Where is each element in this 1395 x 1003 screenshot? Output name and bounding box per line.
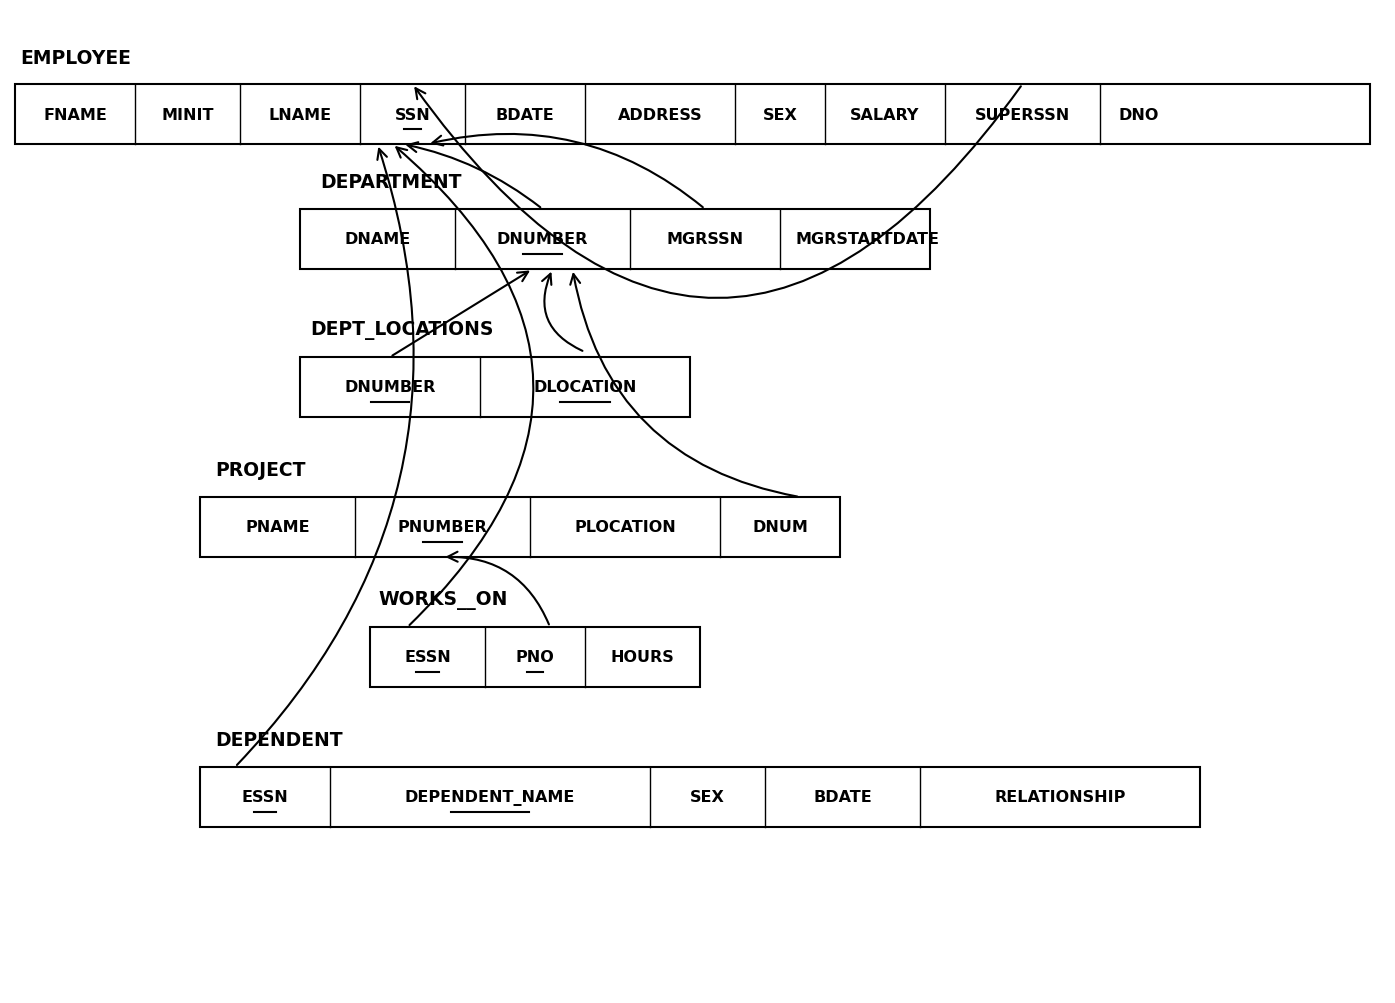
Text: LNAME: LNAME xyxy=(268,107,332,122)
Text: FNAME: FNAME xyxy=(43,107,107,122)
Text: ADDRESS: ADDRESS xyxy=(618,107,702,122)
Bar xyxy=(300,210,930,270)
Bar xyxy=(199,497,840,558)
Text: DNUMBER: DNUMBER xyxy=(497,233,589,248)
Text: PNUMBER: PNUMBER xyxy=(398,520,487,535)
Text: EMPLOYEE: EMPLOYEE xyxy=(20,49,131,68)
Text: DNUMBER: DNUMBER xyxy=(345,380,435,395)
Bar xyxy=(300,358,691,417)
Text: MGRSSN: MGRSSN xyxy=(667,233,744,248)
Text: ESSN: ESSN xyxy=(405,650,451,665)
Text: DEPENDENT: DEPENDENT xyxy=(215,730,343,749)
Text: WORKS__ON: WORKS__ON xyxy=(378,591,508,610)
Text: SALARY: SALARY xyxy=(851,107,919,122)
Text: DNAME: DNAME xyxy=(345,233,410,248)
Text: PLOCATION: PLOCATION xyxy=(575,520,675,535)
Text: HOURS: HOURS xyxy=(611,650,674,665)
Bar xyxy=(15,85,1370,144)
Text: MINIT: MINIT xyxy=(162,107,213,122)
Text: PROJECT: PROJECT xyxy=(215,460,306,479)
Text: SUPERSSN: SUPERSSN xyxy=(975,107,1070,122)
Text: SEX: SEX xyxy=(691,789,725,804)
Text: PNO: PNO xyxy=(516,650,554,665)
Text: DNUM: DNUM xyxy=(752,520,808,535)
Text: DNO: DNO xyxy=(1119,107,1159,122)
Text: RELATIONSHIP: RELATIONSHIP xyxy=(995,789,1126,804)
Text: DLOCATION: DLOCATION xyxy=(533,380,636,395)
Text: SSN: SSN xyxy=(395,107,431,122)
Text: PNAME: PNAME xyxy=(246,520,310,535)
Text: DEPENDENT_NAME: DEPENDENT_NAME xyxy=(405,789,575,805)
Text: BDATE: BDATE xyxy=(813,789,872,804)
Text: SEX: SEX xyxy=(763,107,798,122)
Bar xyxy=(199,767,1200,827)
Text: DEPT_LOCATIONS: DEPT_LOCATIONS xyxy=(310,321,494,340)
Text: ESSN: ESSN xyxy=(241,789,289,804)
Text: BDATE: BDATE xyxy=(495,107,554,122)
Bar xyxy=(370,627,700,687)
Text: DEPARTMENT: DEPARTMENT xyxy=(319,173,462,192)
Text: MGRSTARTDATE: MGRSTARTDATE xyxy=(795,233,939,248)
